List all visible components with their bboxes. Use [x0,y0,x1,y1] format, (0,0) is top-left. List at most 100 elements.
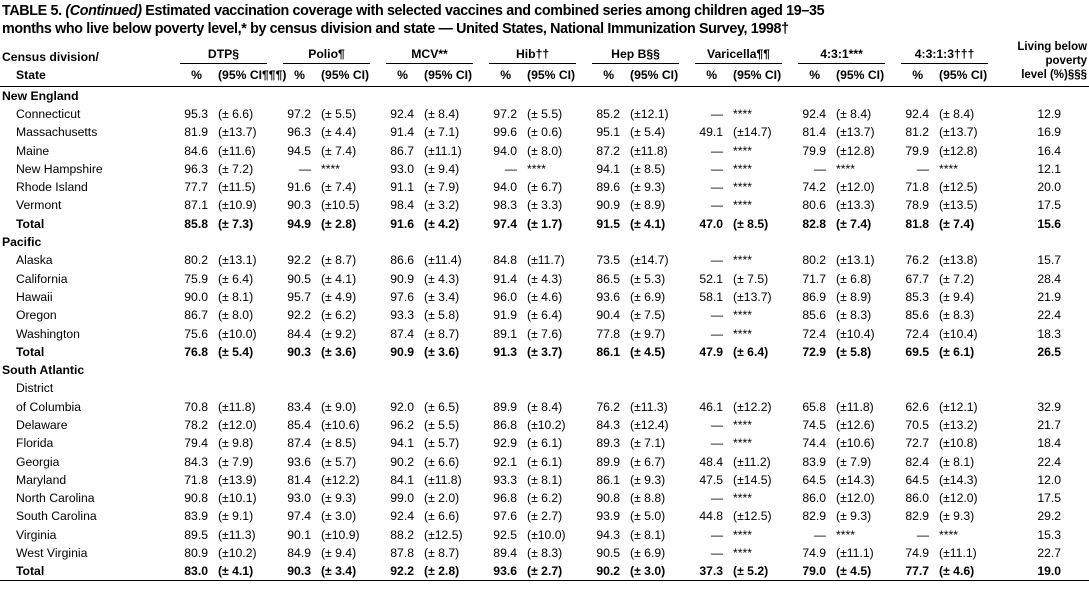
ci-cell: (± 5.3) [630,271,666,286]
percent-cell: 62.6 [905,399,930,414]
percent-cell: 71.8 [184,472,208,487]
ci-cell: (±14.5) [733,472,772,487]
percent-cell: 79.0 [790,562,833,582]
percent-cell: 93.9 [596,509,621,524]
ci-cell: (± 6.7) [630,454,666,469]
ci-cell: (± 9.4) [424,161,460,176]
percent-cell: 47.5 [699,472,724,487]
group-head: Hep B§§ [584,42,687,64]
percent-cell: — [710,491,724,506]
percent-cell: 72.4 [802,326,827,341]
ci-cell: (±14.7) [733,125,772,140]
percent-cell: 47.9 [699,344,724,359]
percent-cell: 90.3 [275,562,317,582]
ci-cell: (± 3.6) [424,344,460,359]
stub-head: State [0,64,172,87]
ci-cell: (± 2.0) [424,491,460,506]
percent-cell: 93.3 [390,308,415,323]
ci-cell: (±10.6) [321,417,360,432]
percent-cell: 94.3 [596,527,621,542]
percent-cell: 79.9 [905,143,930,158]
ci-cell: (± 8.7) [424,546,460,561]
percent-cell: 86.9 [802,289,827,304]
group-head: Polio¶ [275,42,378,64]
percent-cell: — [710,546,724,561]
percent-cell: 85.8 [184,216,208,231]
row-label: Georgia [16,454,60,469]
ci-cell: **** [733,436,753,451]
percent-cell: 98.3 [493,198,518,213]
data-row: Alaska 80.2 (±13.1) 92.2 (± 8.7) 86.6 (±11.4) 8… [0,251,1089,269]
group-label: Hep B§§ [592,47,680,64]
percent-cell: 52.1 [699,271,724,286]
ci-cell: **** [733,546,753,561]
percent-cell: 96.3 [287,125,311,140]
percent-cell: 90.3 [287,198,311,213]
ci-cell: (± 6.8) [836,271,872,286]
ci-cell: (± 6.6) [218,106,254,121]
row-label: Vermont [16,198,62,213]
row-label: Virginia [16,527,57,542]
section-row: Pacific [0,233,1089,251]
ci-cell: (±12.5) [733,509,772,524]
row-label: Total [16,216,45,231]
percent-cell: 91.6 [287,180,311,195]
percent-cell: — [710,106,724,121]
ci-cell: (± 6.6) [424,509,460,524]
percent-cell: 72.9 [802,344,827,359]
ci-cell: (± 8.4) [424,106,460,121]
percent-cell: 58.1 [699,289,724,304]
percent-cell: 87.2 [596,143,621,158]
ci-cell: (± 5.8) [836,344,872,359]
ci-cell: (± 7.4) [321,180,357,195]
percent-cell: 49.1 [699,125,724,140]
percent-cell: — [298,161,311,176]
data-row: New Hampshire 96.3 (± 7.2) — **** 93.0 (± 9.4)… [0,160,1089,178]
subheader: % [378,64,421,87]
percent-cell: 84.1 [390,472,415,487]
ci-cell: (±13.2) [939,417,978,432]
row-label: District [16,381,54,396]
percent-cell: 74.9 [802,546,827,561]
percent-cell: — [710,417,724,432]
percent-cell: 74.4 [802,436,827,451]
poverty-cell: 17.5 [1037,198,1062,213]
percent-cell: 91.3 [493,344,518,359]
ci-cell: (± 8.0) [527,143,563,158]
percent-cell: 67.7 [905,271,930,286]
percent-cell: 78.9 [905,198,930,213]
percent-cell: 96.3 [184,161,208,176]
percent-cell: 73.5 [596,253,621,268]
group-label: DTP§ [180,47,267,64]
ci-cell: (± 1.7) [527,216,563,231]
percent-cell: — [710,308,724,323]
data-row: Vermont 87.1 (±10.9) 90.3 (±10.5) 98.4 (± 3.2)… [0,196,1089,214]
ci-cell: (± 7.9) [424,180,460,195]
percent-cell: 86.7 [184,308,208,323]
ci-cell: (± 6.4) [733,344,769,359]
percent-cell: 91.5 [596,216,621,231]
subheader: (95% CI) [832,64,894,87]
group-label: MCV** [386,47,474,64]
percent-cell: 93.6 [481,562,524,582]
percent-cell: 84.3 [596,417,621,432]
ci-cell: (± 5.5) [321,106,357,121]
ci-cell: (± 4.4) [321,125,357,140]
ci-cell: (± 5.7) [321,454,357,469]
percent-cell: 80.2 [802,253,827,268]
ci-cell: (± 4.6) [527,289,563,304]
data-row: Georgia 84.3 (± 7.9) 93.6 (± 5.7) 90.2 (± 6.6)… [0,452,1089,470]
percent-cell: 92.4 [390,106,415,121]
percent-cell: 80.2 [184,253,208,268]
ci-cell: (± 8.4) [527,399,563,414]
ci-cell: (± 4.1) [214,562,275,582]
percent-cell: 81.4 [802,125,827,140]
percent-cell: 86.5 [596,271,621,286]
ci-cell: (± 9.4) [939,289,975,304]
percent-cell: — [710,180,724,195]
poverty-cell: 22.7 [1037,546,1062,561]
table-label: TABLE 5. [2,3,62,19]
percent-cell: — [710,436,724,451]
percent-cell: 82.9 [802,509,827,524]
percent-cell: 74.5 [802,417,827,432]
